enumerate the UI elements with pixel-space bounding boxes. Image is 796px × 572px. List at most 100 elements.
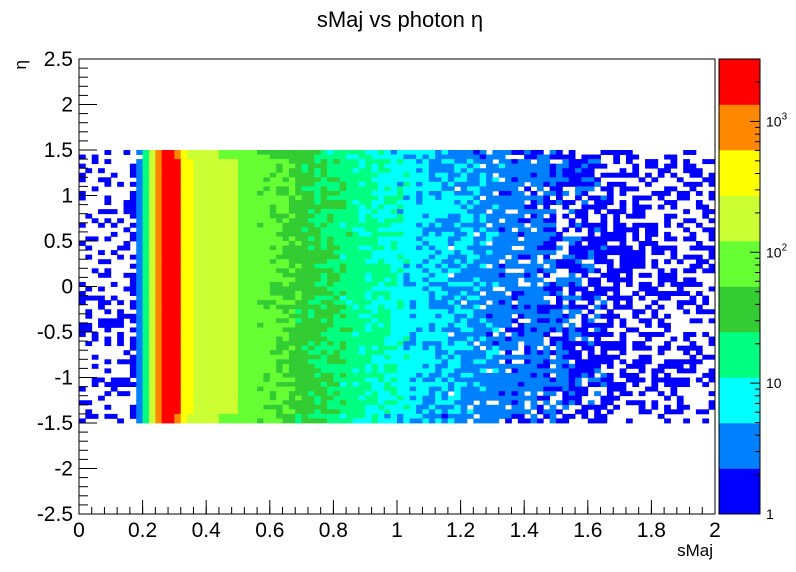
heatmap-cell [422,222,430,228]
heatmap-cell [117,418,124,424]
heatmap-cell [257,209,264,215]
heatmap-cell [702,259,710,265]
heatmap-cell [187,332,194,337]
heatmap-cell [79,154,86,160]
heatmap-cell [314,190,322,196]
heatmap-cell [148,190,156,196]
heatmap-cell [536,404,544,410]
heatmap-cell [454,245,461,251]
heatmap-cell [600,304,608,310]
heatmap-cell [384,181,392,187]
heatmap-cell [257,400,264,406]
heatmap-cell [581,163,589,169]
heatmap-cell [225,354,233,360]
heatmap-cell [505,286,512,292]
heatmap-cell [473,350,481,356]
heatmap-cell [180,190,188,196]
heatmap-cell [199,322,207,328]
heatmap-cell [377,268,385,274]
heatmap-cell [530,200,538,205]
heatmap-cell [174,190,182,196]
heatmap-cell [199,277,207,283]
heatmap-cell [416,254,423,260]
heatmap-cell [416,177,423,183]
heatmap-cell [530,190,538,196]
heatmap-cell [148,400,156,406]
color-scale-band [719,150,760,196]
heatmap-cell [517,272,525,278]
heatmap-cell [136,281,143,287]
heatmap-cell [581,159,589,165]
heatmap-cell [148,377,156,383]
heatmap-cell [524,163,531,169]
heatmap-cell [314,181,322,187]
heatmap-cell [327,404,334,410]
heatmap-cell [473,222,481,228]
heatmap-cell [625,327,633,333]
heatmap-cell [314,286,322,292]
heatmap-cell [441,209,449,215]
heatmap-cell [397,404,404,410]
heatmap-cell [536,268,544,274]
heatmap-cell [390,263,398,269]
heatmap-cell [568,291,576,296]
heatmap-cell [307,281,315,287]
heatmap-cell [625,272,633,278]
heatmap-cell [460,213,468,219]
heatmap-cell [657,391,665,397]
heatmap-cell [320,281,328,287]
heatmap-cell [505,172,512,178]
heatmap-cell [257,382,264,387]
heatmap-cell [708,250,716,256]
heatmap-cell [530,281,538,287]
heatmap-cell [447,277,455,283]
heatmap-cell [454,286,461,292]
heatmap-cell [206,377,213,383]
heatmap-cell [301,204,309,210]
heatmap-cell [282,263,290,269]
heatmap-cell [695,245,703,251]
heatmap-cell [492,218,500,224]
heatmap-cell [257,350,264,356]
heatmap-cell [524,304,531,310]
heatmap-cell [651,231,659,237]
heatmap-cell [295,190,302,196]
heatmap-cell [670,382,678,387]
heatmap-cell [346,336,353,342]
heatmap-cell [212,181,220,187]
heatmap-cell [511,318,519,324]
heatmap-cell [390,404,398,410]
heatmap-cell [148,322,156,328]
heatmap-cell [225,313,233,319]
heatmap-cell [397,154,404,160]
heatmap-cell [479,222,487,228]
heatmap-cell [365,295,372,301]
heatmap-cell [638,354,646,360]
heatmap-cell [199,204,207,210]
heatmap-cell [441,341,449,347]
heatmap-cell [225,341,233,347]
heatmap-cell [517,241,525,246]
heatmap-cell [498,300,506,306]
heatmap-cell [320,322,328,328]
heatmap-cell [447,218,455,224]
heatmap-cell [625,268,633,274]
heatmap-cell [288,286,296,292]
heatmap-cell [257,250,264,256]
heatmap-cell [199,190,207,196]
heatmap-cell [556,363,563,369]
heatmap-cell [244,263,252,269]
heatmap-cell [619,204,627,210]
heatmap-cell [403,222,411,228]
heatmap-cell [295,322,302,328]
heatmap-cell [288,218,296,224]
heatmap-cell [218,386,226,392]
heatmap-cell [511,395,519,401]
heatmap-cell [397,395,404,401]
heatmap-cell [511,150,519,155]
heatmap-cell [212,318,220,324]
heatmap-cell [670,281,678,287]
heatmap-cell [600,345,608,351]
heatmap-cell [460,404,468,410]
heatmap-cell [142,395,150,401]
